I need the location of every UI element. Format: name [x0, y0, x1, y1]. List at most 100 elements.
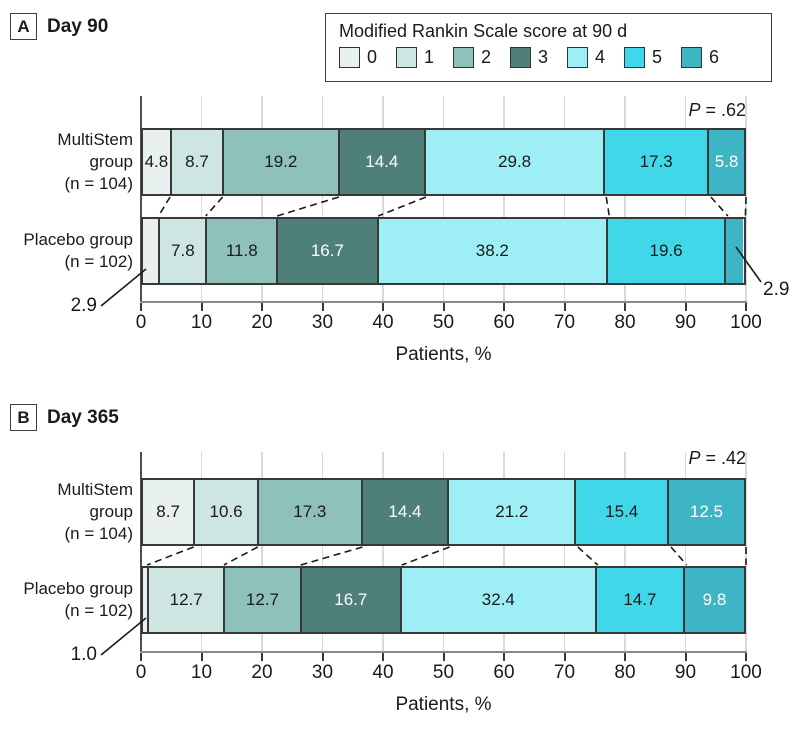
bar-segment: 16.7	[301, 568, 402, 632]
legend-item-label: 5	[652, 47, 663, 67]
callout-label: 2.9	[70, 295, 97, 316]
connector-dashed-line	[605, 196, 611, 217]
segment-label: 32.4	[481, 590, 515, 609]
bar-segment: 9.8	[685, 568, 744, 632]
row-label-line: group	[89, 152, 133, 171]
connector-dashed-line	[710, 196, 729, 217]
x-axis-tick-label: 70	[553, 662, 576, 683]
segment-label: 15.4	[605, 502, 639, 521]
segment-label: 10.6	[209, 502, 243, 521]
legend-item-label: 6	[709, 47, 720, 67]
bar-segment: 19.2	[224, 130, 340, 194]
x-axis-tick-label: 0	[135, 312, 147, 333]
legend-item-label: 0	[367, 47, 378, 67]
bar: 7.8 11.8 16.7 38.2 19.6	[141, 217, 746, 285]
x-axis-tick	[503, 653, 505, 661]
bar-segment: 12.5	[668, 480, 744, 544]
row-label: Placebo group (n = 102)	[3, 578, 133, 622]
x-axis-tick	[261, 653, 263, 661]
bar-segment: 7.8	[160, 219, 208, 283]
x-axis-tick	[321, 303, 324, 311]
x-axis-tick-label: 40	[372, 312, 394, 333]
bar-segment: 38.2	[378, 219, 609, 283]
gridline	[563, 452, 566, 652]
x-axis-tick-label: 20	[251, 662, 273, 683]
row-label: Placebo group (n = 102)	[3, 229, 133, 273]
segment-label: 12.5	[689, 502, 723, 521]
x-axis-tick	[382, 653, 384, 661]
x-axis-tick	[684, 653, 687, 661]
segment-label: 7.8	[171, 241, 195, 260]
legend-item: 0	[339, 47, 396, 68]
connector-dashed-line	[300, 546, 363, 566]
legend-swatch	[339, 47, 360, 68]
gridline	[503, 452, 505, 652]
bar-segment: 32.4	[401, 568, 597, 632]
x-axis-tick	[382, 303, 384, 311]
p-italic: P	[688, 100, 701, 120]
panel-b-p-value: P = .42	[688, 448, 746, 469]
legend-title: Modified Rankin Scale score at 90 d	[339, 21, 628, 41]
x-axis-tick	[563, 653, 566, 661]
gridline	[200, 452, 203, 652]
segment-label: 17.3	[639, 152, 673, 171]
segment-label: 9.8	[702, 590, 727, 609]
segment-label: 14.7	[623, 590, 657, 609]
connector-dashed-line	[276, 196, 340, 217]
segment-label: 17.3	[293, 502, 327, 521]
p-value-text: = .42	[700, 448, 746, 468]
callout-line	[100, 617, 147, 656]
row-label-line: (n = 102)	[64, 601, 133, 620]
x-axis-tick	[563, 303, 566, 311]
segment-label: 11.8	[225, 241, 258, 260]
bar: 8.7 10.6 17.3 14.4 21.2 15.4 12.5	[141, 478, 746, 546]
segment-label: 21.2	[495, 502, 529, 521]
x-axis-tick-label: 60	[493, 312, 515, 333]
legend-item-label: 1	[424, 47, 435, 67]
connector-dashed-line	[157, 196, 171, 217]
segment-label: 19.6	[649, 241, 683, 260]
x-axis-tick-label: 80	[614, 662, 636, 683]
x-axis-tick-label: 30	[311, 312, 334, 333]
gridline	[382, 452, 384, 652]
segment-label: 8.7	[156, 502, 180, 521]
panel-a-letter-box: A	[10, 13, 37, 40]
segment-label: 12.7	[169, 590, 203, 609]
row-label-line: (n = 102)	[64, 252, 133, 271]
row-label-line: Placebo group	[23, 230, 133, 249]
x-axis-tick	[140, 303, 142, 311]
row-label: MultiStem group (n = 104)	[3, 129, 133, 195]
legend-item: 5	[624, 47, 681, 68]
gridline	[261, 96, 263, 302]
bar-segment	[143, 568, 149, 632]
x-axis-tick-label: 30	[311, 662, 334, 683]
x-axis-tick	[261, 303, 263, 311]
x-axis-tick-label: 50	[432, 312, 455, 333]
bar-segment: 19.6	[608, 219, 726, 283]
bar-segment: 29.8	[426, 130, 606, 194]
row-label: MultiStem group (n = 104)	[3, 479, 133, 545]
legend-item: 1	[396, 47, 453, 68]
bar: 4.8 8.7 19.2 14.4 29.8 17.3 5.8	[141, 128, 746, 196]
x-axis-tick-label: 60	[493, 662, 515, 683]
row-label-line: MultiStem	[57, 480, 133, 499]
panel-b-title: Day 365	[47, 407, 119, 428]
segment-label: 16.7	[334, 590, 368, 609]
bar-segment: 21.2	[449, 480, 577, 544]
legend-swatch	[681, 47, 702, 68]
connector-dashed-line	[146, 546, 194, 566]
legend-item: 6	[681, 47, 738, 68]
segment-label: 5.8	[714, 152, 739, 171]
x-axis-tick-label: 10	[190, 312, 213, 333]
bar-segment: 16.7	[278, 219, 379, 283]
callout-label: 1.0	[70, 644, 97, 665]
row-label-line: MultiStem	[57, 130, 133, 149]
x-axis-tick-label: 70	[553, 312, 576, 333]
x-axis-tick	[745, 653, 747, 661]
legend-item-label: 3	[538, 47, 549, 67]
legend-items: 0 1 2 3 4 5 6	[339, 47, 771, 68]
segment-label: 14.4	[388, 502, 422, 521]
bar-segment: 12.7	[149, 568, 226, 632]
x-axis-tick	[503, 303, 505, 311]
